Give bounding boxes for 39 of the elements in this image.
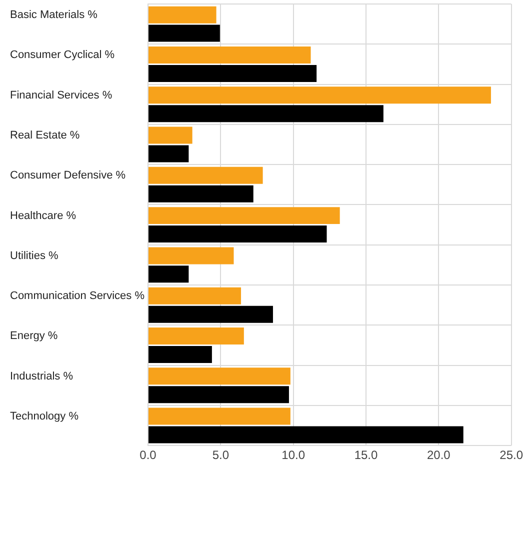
bar bbox=[148, 64, 317, 82]
y-tick-label: Consumer Cyclical % bbox=[10, 49, 115, 62]
bar bbox=[148, 266, 189, 283]
y-tick-label: Healthcare % bbox=[10, 210, 76, 222]
bar bbox=[148, 24, 220, 42]
bar bbox=[148, 247, 234, 264]
x-tick-label: 5.0 bbox=[212, 448, 230, 462]
y-tick-label: Utilities % bbox=[10, 250, 59, 262]
x-tick-label: 10.0 bbox=[282, 448, 306, 462]
bar bbox=[148, 126, 192, 144]
bar bbox=[148, 287, 242, 304]
bar bbox=[148, 346, 212, 363]
bar bbox=[148, 207, 340, 224]
y-tick-label: Communication Services % bbox=[10, 290, 145, 302]
y-tick-label: Technology % bbox=[10, 410, 79, 423]
y-tick-label: Consumer Defensive % bbox=[10, 170, 126, 182]
bar bbox=[148, 6, 216, 24]
y-tick-label: Industrials % bbox=[10, 370, 74, 382]
bar bbox=[148, 226, 327, 243]
bar bbox=[148, 185, 254, 202]
bar bbox=[148, 368, 290, 385]
bar bbox=[148, 306, 273, 323]
y-tick-label: Energy % bbox=[10, 330, 58, 342]
y-tick-label: Real Estate % bbox=[10, 130, 80, 142]
x-tick-label: 20.0 bbox=[426, 448, 451, 462]
x-tick-label: 25.0 bbox=[500, 448, 524, 462]
bar bbox=[148, 86, 491, 104]
y-tick-label: Financial Services % bbox=[10, 89, 112, 102]
bar bbox=[148, 105, 384, 122]
y-tick-label: Basic Materials % bbox=[10, 9, 98, 22]
bar bbox=[148, 408, 290, 425]
bar bbox=[148, 166, 263, 184]
bar bbox=[148, 386, 289, 404]
bar bbox=[148, 426, 464, 444]
bar bbox=[148, 46, 311, 64]
x-tick-label: 15.0 bbox=[354, 448, 378, 462]
x-tick-label: 0.0 bbox=[140, 448, 157, 462]
bar bbox=[148, 328, 244, 344]
bar bbox=[148, 145, 189, 162]
